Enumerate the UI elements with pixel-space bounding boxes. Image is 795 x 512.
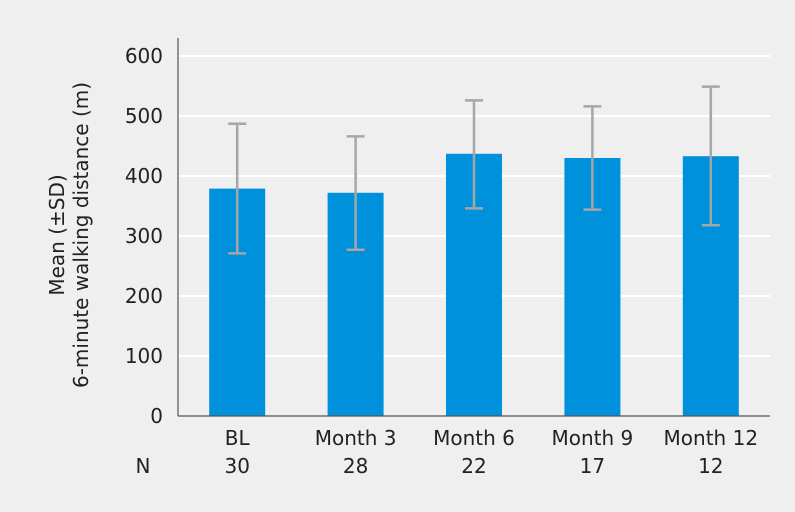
x-tick-label: Month 12 (664, 426, 759, 450)
y-tick-label: 200 (125, 284, 163, 308)
y-tick-label: 300 (125, 224, 163, 248)
y-tick-label: 600 (125, 44, 163, 68)
n-value: 28 (343, 454, 368, 478)
n-values-row: N 30 28 22 17 12 (136, 454, 724, 478)
error-bar (465, 99, 483, 210)
x-tick-label: Month 3 (315, 426, 397, 450)
y-axis-title: Mean (±SD) 6-minute walking distance (m) (45, 82, 93, 388)
y-axis-title-line1: Mean (±SD) (45, 174, 69, 295)
error-bar (228, 122, 247, 255)
n-value: 30 (224, 454, 249, 478)
n-value: 22 (461, 454, 486, 478)
y-tick-label: 100 (125, 344, 163, 368)
y-tick-label: 0 (150, 404, 163, 428)
error-bar (583, 105, 602, 211)
x-tick-label: Month 9 (552, 426, 634, 450)
error-bars (228, 85, 720, 255)
n-row-label: N (136, 454, 151, 478)
error-bar (701, 85, 720, 227)
x-tick-label: BL (225, 426, 251, 450)
error-bar (346, 135, 365, 252)
n-value: 12 (698, 454, 723, 478)
n-value: 17 (580, 454, 605, 478)
y-tick-label: 500 (125, 104, 163, 128)
y-tick-label: 400 (125, 164, 163, 188)
x-tick-labels: BL Month 3 Month 6 Month 9 Month 12 (225, 426, 758, 450)
y-axis-title-line2: 6-minute walking distance (m) (69, 82, 93, 388)
x-tick-label: Month 6 (433, 426, 515, 450)
y-tick-labels: 0 100 200 300 400 500 600 (125, 44, 163, 428)
